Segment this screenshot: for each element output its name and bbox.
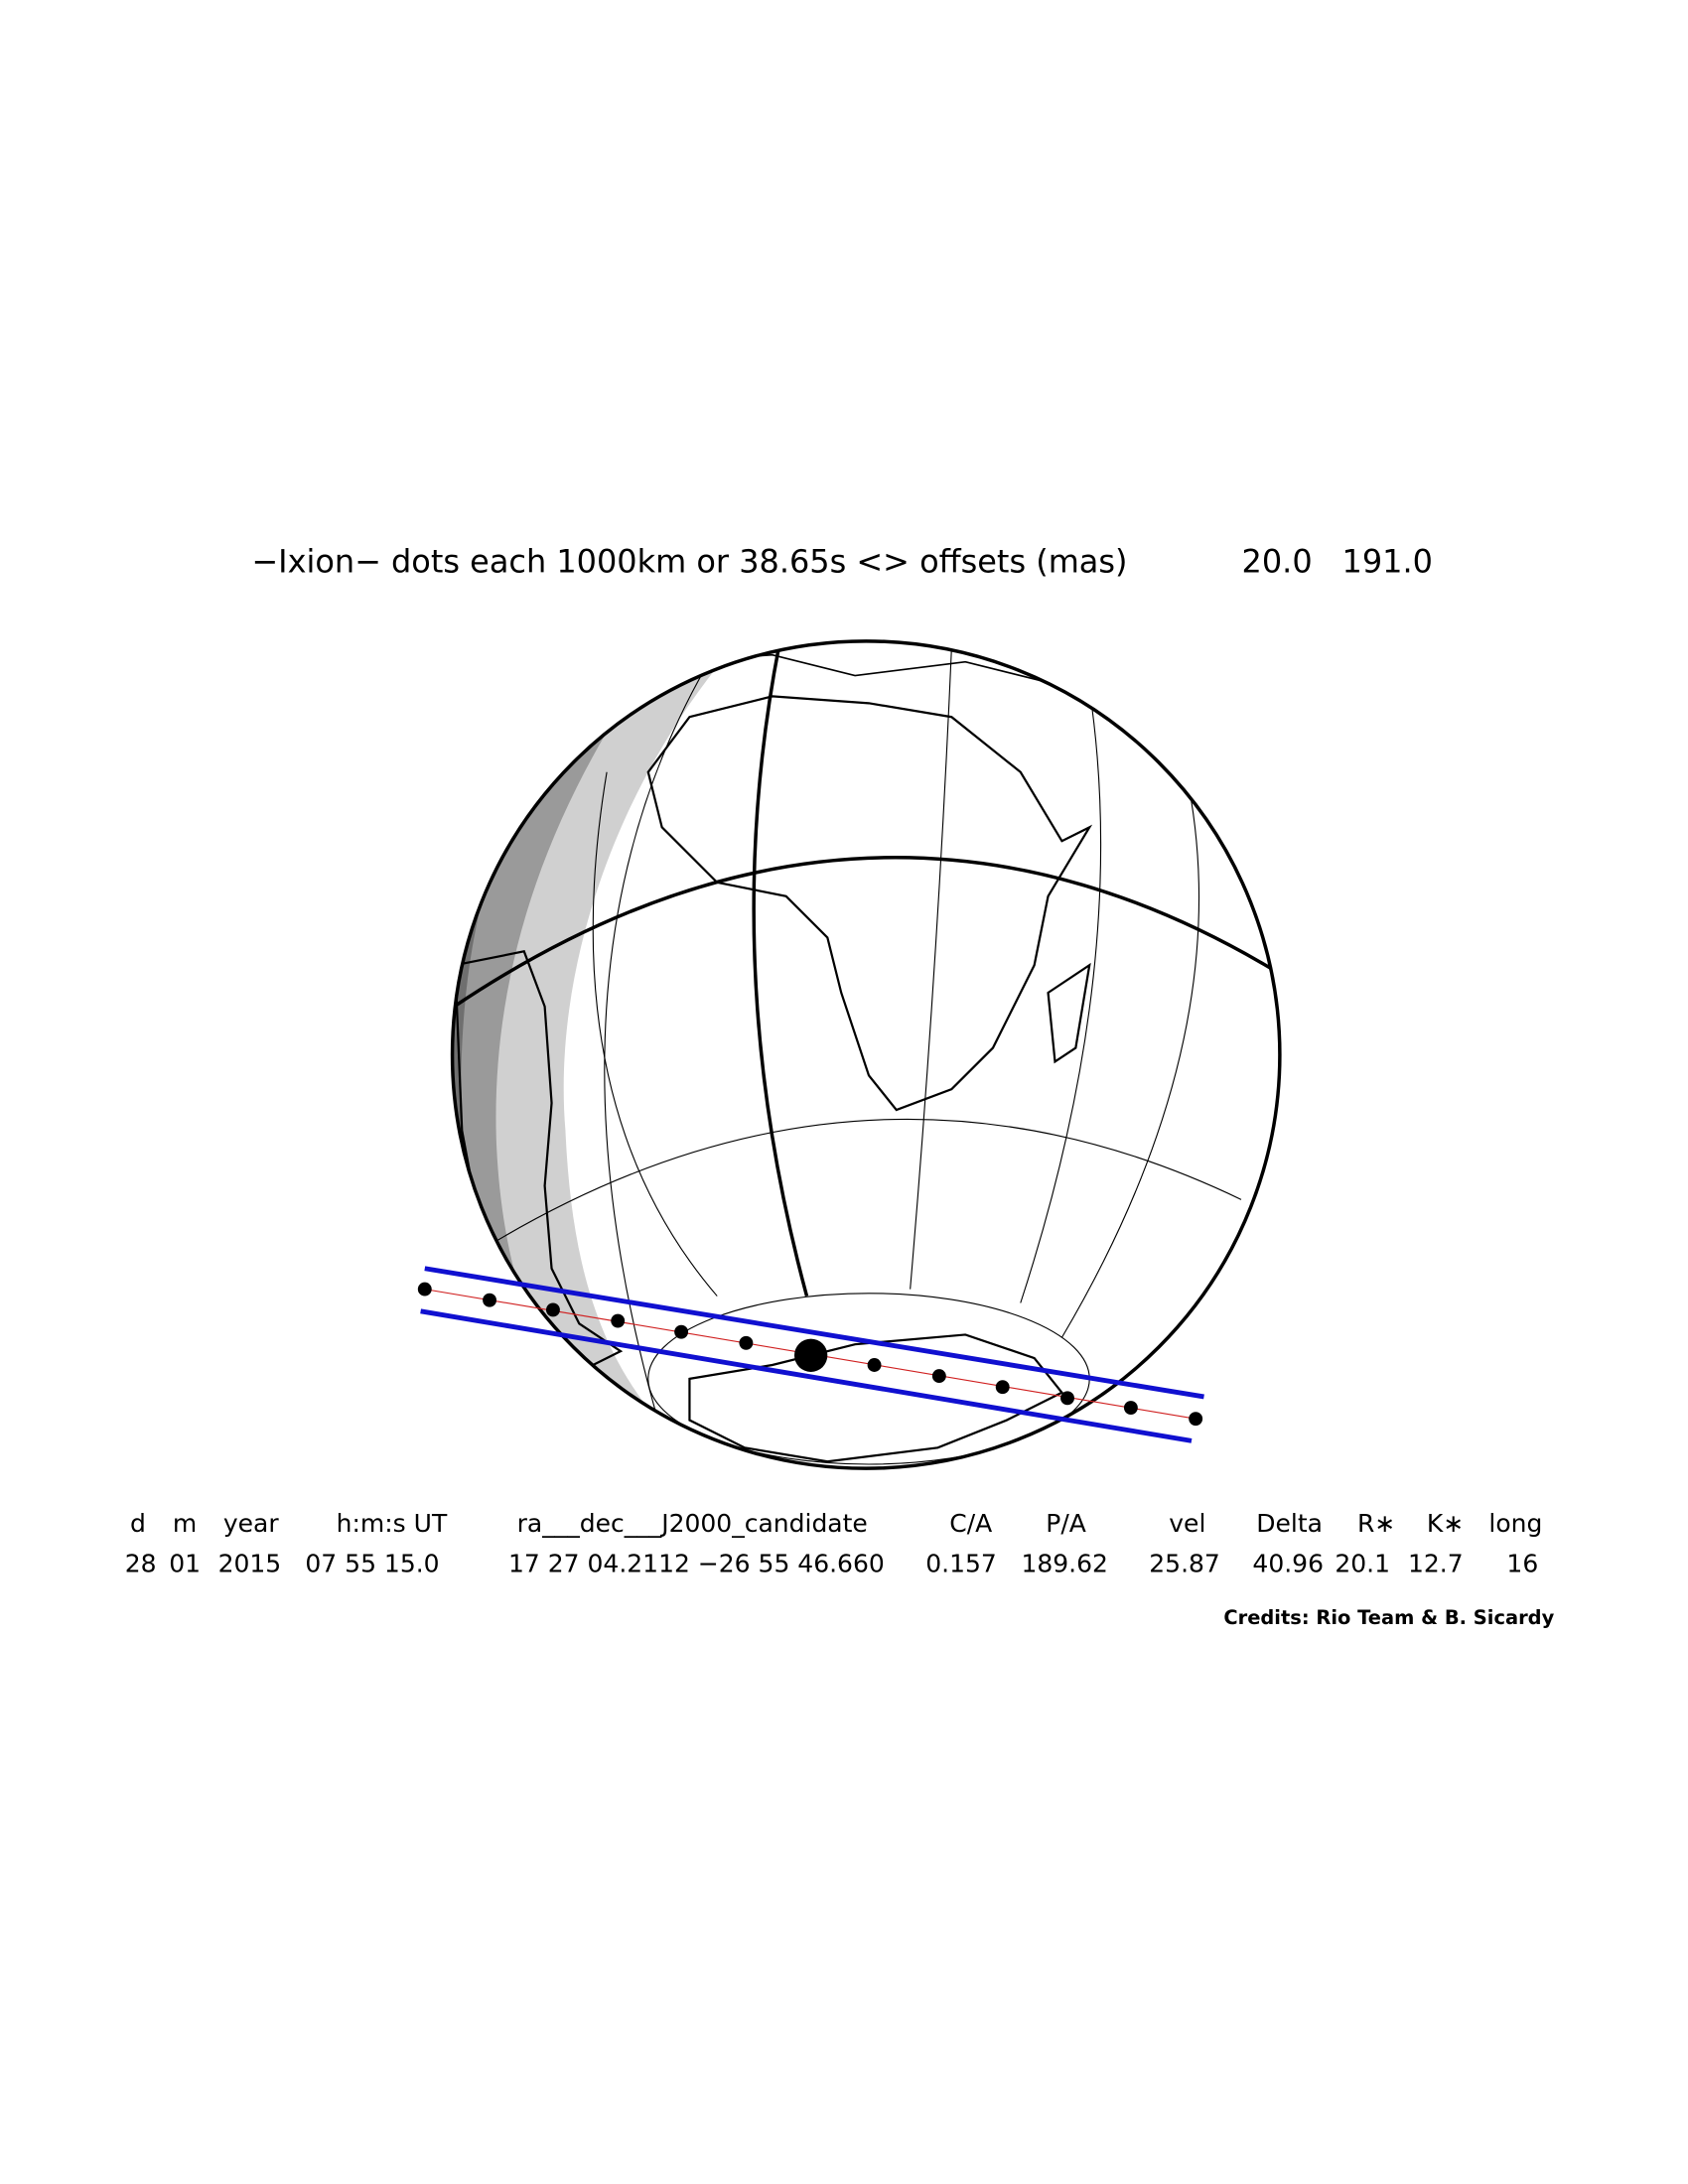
credits: Credits: Rio Team & B. Sicardy — [1223, 1606, 1554, 1629]
table-header: vel — [1169, 1509, 1205, 1538]
table-header: d — [130, 1509, 146, 1538]
table-header: C/A — [949, 1509, 992, 1538]
table-cell: 20.1 — [1335, 1549, 1390, 1577]
table-cell: 17 27 04.2112 −26 55 46.660 — [508, 1549, 885, 1577]
table-header: long — [1488, 1509, 1542, 1538]
title-text: −Ixion− dots each 1000km or 38.65s <> of… — [251, 542, 1127, 580]
table-header: K∗ — [1427, 1509, 1464, 1538]
offset-dec: 191.0 — [1342, 542, 1433, 580]
table-header: ra___dec___J2000_candidate — [517, 1509, 868, 1538]
table-header: R∗ — [1357, 1509, 1395, 1538]
event-table: d m year h:m:s UT ra___dec___J2000_candidate… — [125, 1509, 1543, 1577]
table-header: h:m:s UT — [337, 1509, 448, 1538]
table-header: Delta — [1256, 1509, 1323, 1538]
table-cell: 01 — [169, 1549, 201, 1577]
globe — [450, 639, 1282, 1470]
title: −Ixion− dots each 1000km or 38.65s <> of… — [251, 542, 1433, 580]
table-cell: 16 — [1506, 1549, 1538, 1577]
table-header: P/A — [1046, 1509, 1086, 1538]
table-header: m — [173, 1509, 197, 1538]
table-cell: 40.96 — [1252, 1549, 1324, 1577]
table-header: year — [223, 1509, 279, 1538]
table-cell: 25.87 — [1149, 1549, 1220, 1577]
table-cell: 28 — [125, 1549, 157, 1577]
offset-ra: 20.0 — [1242, 542, 1313, 580]
table-cell: 189.62 — [1021, 1549, 1107, 1577]
table-cell: 0.157 — [925, 1549, 997, 1577]
shadow-path — [417, 1266, 1204, 1443]
table-cell: 12.7 — [1408, 1549, 1464, 1577]
table-cell: 07 55 15.0 — [305, 1549, 439, 1577]
table-cell: 2015 — [218, 1549, 282, 1577]
